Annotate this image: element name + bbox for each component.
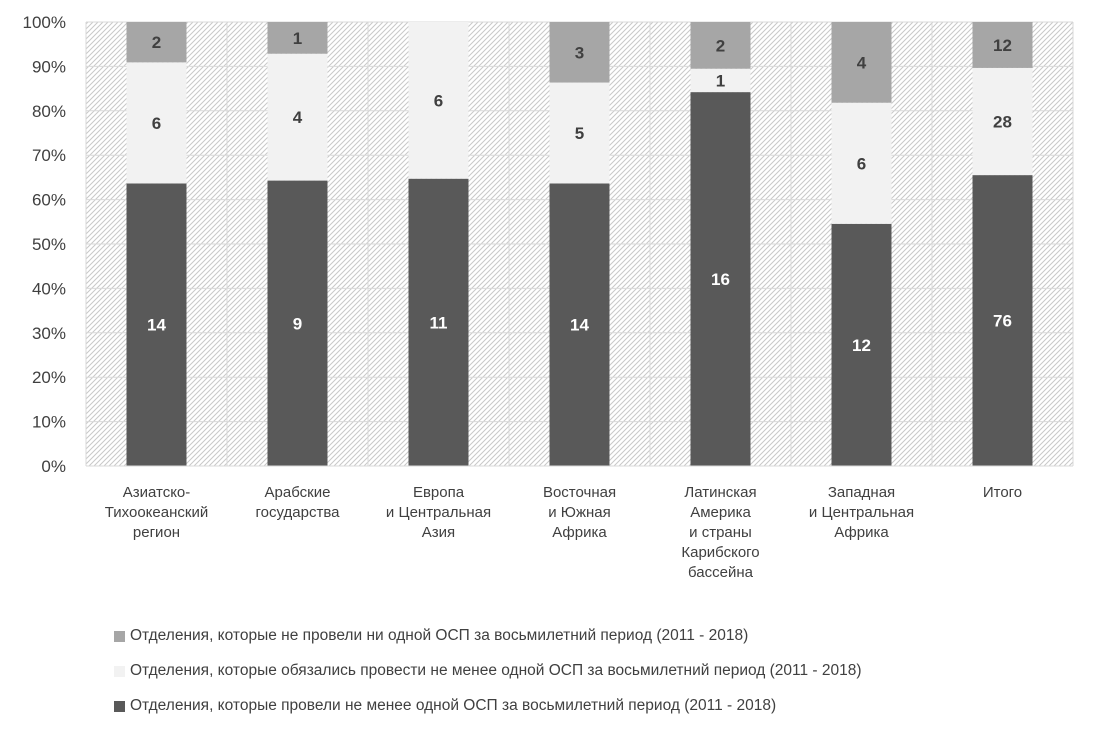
data-label: 4 xyxy=(857,53,867,72)
y-tick-label: 90% xyxy=(32,57,66,76)
legend-item: Отделения, которые обязались провести не… xyxy=(114,661,862,681)
legend-item: Отделения, которые не провели ни одной О… xyxy=(114,626,862,646)
y-tick-label: 60% xyxy=(32,191,66,210)
data-label: 3 xyxy=(575,43,584,62)
x-axis: Азиатско-Тихоокеанский регион Арабские госу… xyxy=(86,466,1073,581)
data-label: 6 xyxy=(857,154,866,173)
data-label: 14 xyxy=(147,316,166,335)
data-label: 76 xyxy=(993,312,1012,331)
data-label: 6 xyxy=(434,91,443,110)
legend-label: Отделения, которые не провели ни одной О… xyxy=(130,627,748,645)
x-category-label: Восточная и Южная Африка xyxy=(543,484,616,541)
y-axis: 0% 10% 20% 30% 40% 50% 60% 70% 80% 90% 100% xyxy=(23,13,66,476)
y-tick-label: 20% xyxy=(32,368,66,387)
legend-item: Отделения, которые провели не менее одно… xyxy=(114,696,862,716)
data-label: 2 xyxy=(152,33,161,52)
x-category-label: Европа и Центральная Азия xyxy=(386,484,491,541)
data-label: 1 xyxy=(293,29,302,48)
data-label: 5 xyxy=(575,124,584,143)
x-category-label: Арабские государства xyxy=(256,484,341,521)
data-label: 12 xyxy=(852,336,871,355)
data-label: 4 xyxy=(293,108,303,127)
y-tick-label: 30% xyxy=(32,324,66,343)
data-label: 16 xyxy=(711,270,730,289)
y-tick-label: 40% xyxy=(32,279,66,298)
legend-label: Отделения, которые провели не менее одно… xyxy=(130,697,776,715)
y-tick-label: 80% xyxy=(32,102,66,121)
data-label: 11 xyxy=(430,313,448,332)
legend-label: Отделения, которые обязались провести не… xyxy=(130,662,862,680)
legend-swatch xyxy=(114,666,125,677)
y-tick-label: 50% xyxy=(32,235,66,254)
data-label: 12 xyxy=(993,36,1012,55)
data-label: 9 xyxy=(293,314,302,333)
data-label: 28 xyxy=(993,113,1012,132)
x-category-label: Азиатско-Тихоокеанский регион xyxy=(105,484,208,541)
x-category-label: Латинская Америка и страны Карибского бассей… xyxy=(681,484,759,581)
legend-swatch xyxy=(114,701,125,712)
data-label: 1 xyxy=(716,71,725,90)
y-tick-label: 0% xyxy=(41,457,66,476)
data-label: 2 xyxy=(716,36,725,55)
legend-swatch xyxy=(114,631,125,642)
data-label: 6 xyxy=(152,114,161,133)
y-tick-label: 10% xyxy=(32,413,66,432)
legend: Отделения, которые не провели ни одной О… xyxy=(114,626,862,731)
y-tick-label: 70% xyxy=(32,146,66,165)
x-category-label: Итого xyxy=(983,484,1022,501)
x-category-label: Западная и Центральная Африка xyxy=(809,484,914,541)
data-label: 14 xyxy=(570,316,589,335)
y-tick-label: 100% xyxy=(23,13,66,32)
